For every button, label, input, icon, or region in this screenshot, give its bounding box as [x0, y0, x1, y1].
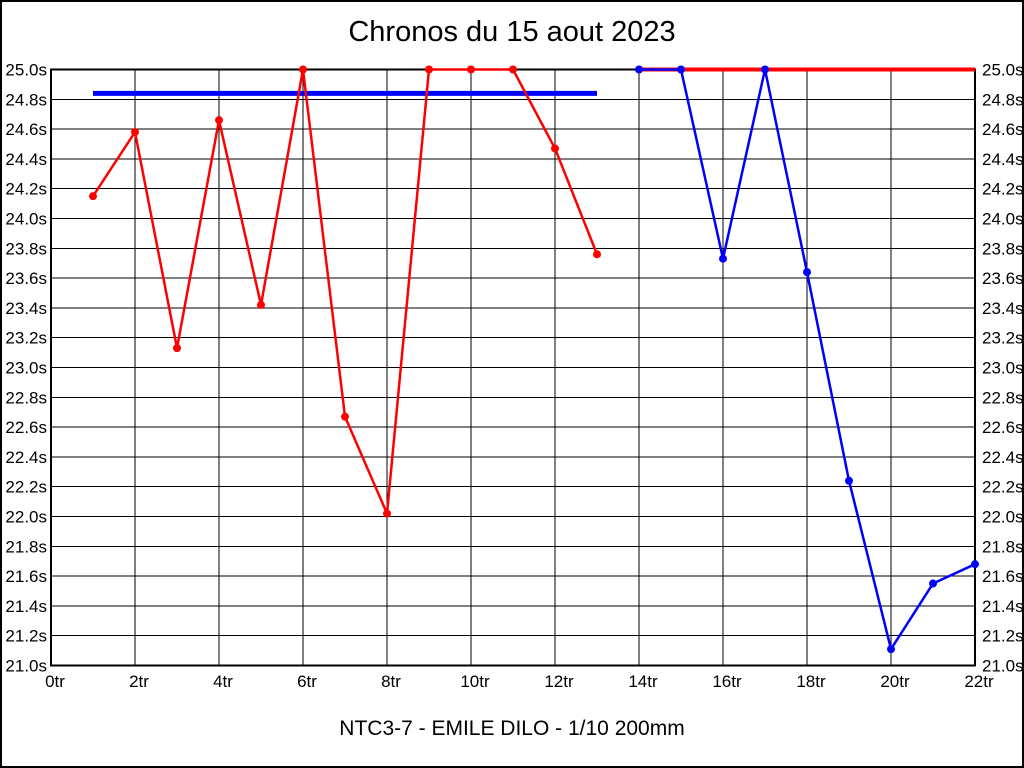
x-tick-label: 18tr [796, 672, 826, 691]
y-tick-label-right: 23.4s [982, 299, 1024, 318]
x-tick-label: 2tr [129, 672, 149, 691]
y-tick-label-left: 24.2s [5, 180, 47, 199]
data-point-marker [383, 509, 391, 518]
data-point-marker [929, 579, 937, 588]
data-point-marker [719, 254, 727, 263]
y-tick-label-right: 23.2s [982, 329, 1024, 348]
chronos-rouges-tours-1-13-line [91, 68, 599, 515]
y-tick-label-left: 24.8s [5, 90, 47, 109]
chronos-rouges-tours-1-13 [89, 65, 601, 518]
data-point-marker [509, 65, 517, 74]
data-point-marker [425, 65, 433, 74]
x-tick-label: 14tr [628, 672, 658, 691]
x-tick-label: 20tr [880, 672, 910, 691]
chart-footer-label: NTC3-7 - EMILE DILO - 1/10 200mm [339, 717, 685, 740]
y-axis-labels-left: 25.0s 24.8s 24.6s 24.4s 24.2s 24.0s 23.8s 23.6s… [5, 61, 47, 676]
y-tick-label-left: 23.8s [5, 239, 47, 258]
y-tick-label-left: 23.0s [5, 359, 47, 378]
grid-lines [50, 69, 976, 666]
y-tick-label-left: 23.4s [5, 299, 47, 318]
data-point-marker [887, 645, 895, 654]
x-tick-label: 4tr [213, 672, 233, 691]
y-tick-label-right: 24.4s [982, 150, 1024, 169]
x-tick-label: 16tr [712, 672, 742, 691]
y-tick-label-right: 22.0s [982, 508, 1024, 527]
y-tick-label-left: 24.4s [5, 150, 47, 169]
y-axis-labels-right: 25.0s 24.8s 24.6s 24.4s 24.2s 24.0s 23.8s 23.6s… [982, 61, 1024, 676]
x-axis-labels: 0tr 2tr 4tr 6tr 8tr 10tr 12tr 14tr 16tr 18tr 20tr 2… [45, 672, 994, 691]
y-tick-label-right: 24.2s [982, 180, 1024, 199]
y-tick-label-left: 22.6s [5, 418, 47, 437]
data-point-marker [677, 65, 685, 74]
chronos-bleus-tours-14-22 [635, 65, 979, 654]
chart-title: Chronos du 15 aout 2023 [348, 16, 676, 48]
y-tick-label-right: 21.4s [982, 597, 1024, 616]
y-tick-label-right: 21.8s [982, 537, 1024, 556]
y-tick-label-right: 24.6s [982, 120, 1024, 139]
data-point-marker [635, 65, 643, 74]
y-tick-label-right: 21.2s [982, 627, 1024, 646]
y-tick-label-left: 21.6s [5, 567, 47, 586]
x-tick-label: 22tr [964, 672, 994, 691]
data-point-marker [131, 128, 139, 137]
y-tick-label-left: 22.8s [5, 388, 47, 407]
y-tick-label-right: 21.0s [982, 657, 1024, 676]
y-tick-label-left: 22.4s [5, 448, 47, 467]
y-tick-label-left: 21.4s [5, 597, 47, 616]
y-tick-label-left: 25.0s [5, 61, 47, 80]
x-tick-label: 0tr [45, 672, 65, 691]
data-point-marker [257, 300, 265, 309]
y-tick-label-right: 22.8s [982, 388, 1024, 407]
y-tick-label-right: 25.0s [982, 61, 1024, 80]
data-point-marker [551, 144, 559, 153]
x-tick-label: 6tr [297, 672, 317, 691]
data-point-marker [845, 476, 853, 485]
y-tick-label-left: 24.6s [5, 120, 47, 139]
y-tick-label-right: 21.6s [982, 567, 1024, 586]
y-tick-label-right: 22.6s [982, 418, 1024, 437]
y-tick-label-right: 24.8s [982, 90, 1024, 109]
data-point-marker [89, 192, 97, 201]
data-point-marker [761, 65, 769, 74]
data-point-marker [971, 560, 979, 569]
y-tick-label-right: 24.0s [982, 210, 1024, 229]
y-tick-label-right: 22.2s [982, 478, 1024, 497]
y-tick-label-right: 23.8s [982, 239, 1024, 258]
y-tick-label-left: 21.0s [5, 657, 47, 676]
y-tick-label-left: 22.0s [5, 508, 47, 527]
x-tick-label: 10tr [460, 672, 490, 691]
x-tick-label: 12tr [544, 672, 574, 691]
y-tick-label-left: 23.2s [5, 329, 47, 348]
y-tick-label-left: 23.6s [5, 269, 47, 288]
y-tick-label-left: 22.2s [5, 478, 47, 497]
y-tick-label-right: 23.0s [982, 359, 1024, 378]
data-point-marker [803, 268, 811, 277]
data-point-marker [467, 65, 475, 74]
data-point-marker [593, 250, 601, 259]
y-tick-label-right: 23.6s [982, 269, 1024, 288]
data-point-marker [341, 412, 349, 421]
data-point-marker [215, 116, 223, 125]
data-point-marker [299, 65, 307, 74]
data-point-marker [173, 344, 181, 353]
y-tick-label-left: 21.2s [5, 627, 47, 646]
x-tick-label: 8tr [381, 672, 401, 691]
y-tick-label-left: 21.8s [5, 537, 47, 556]
y-tick-label-right: 22.4s [982, 448, 1024, 467]
y-tick-label-left: 24.0s [5, 210, 47, 229]
